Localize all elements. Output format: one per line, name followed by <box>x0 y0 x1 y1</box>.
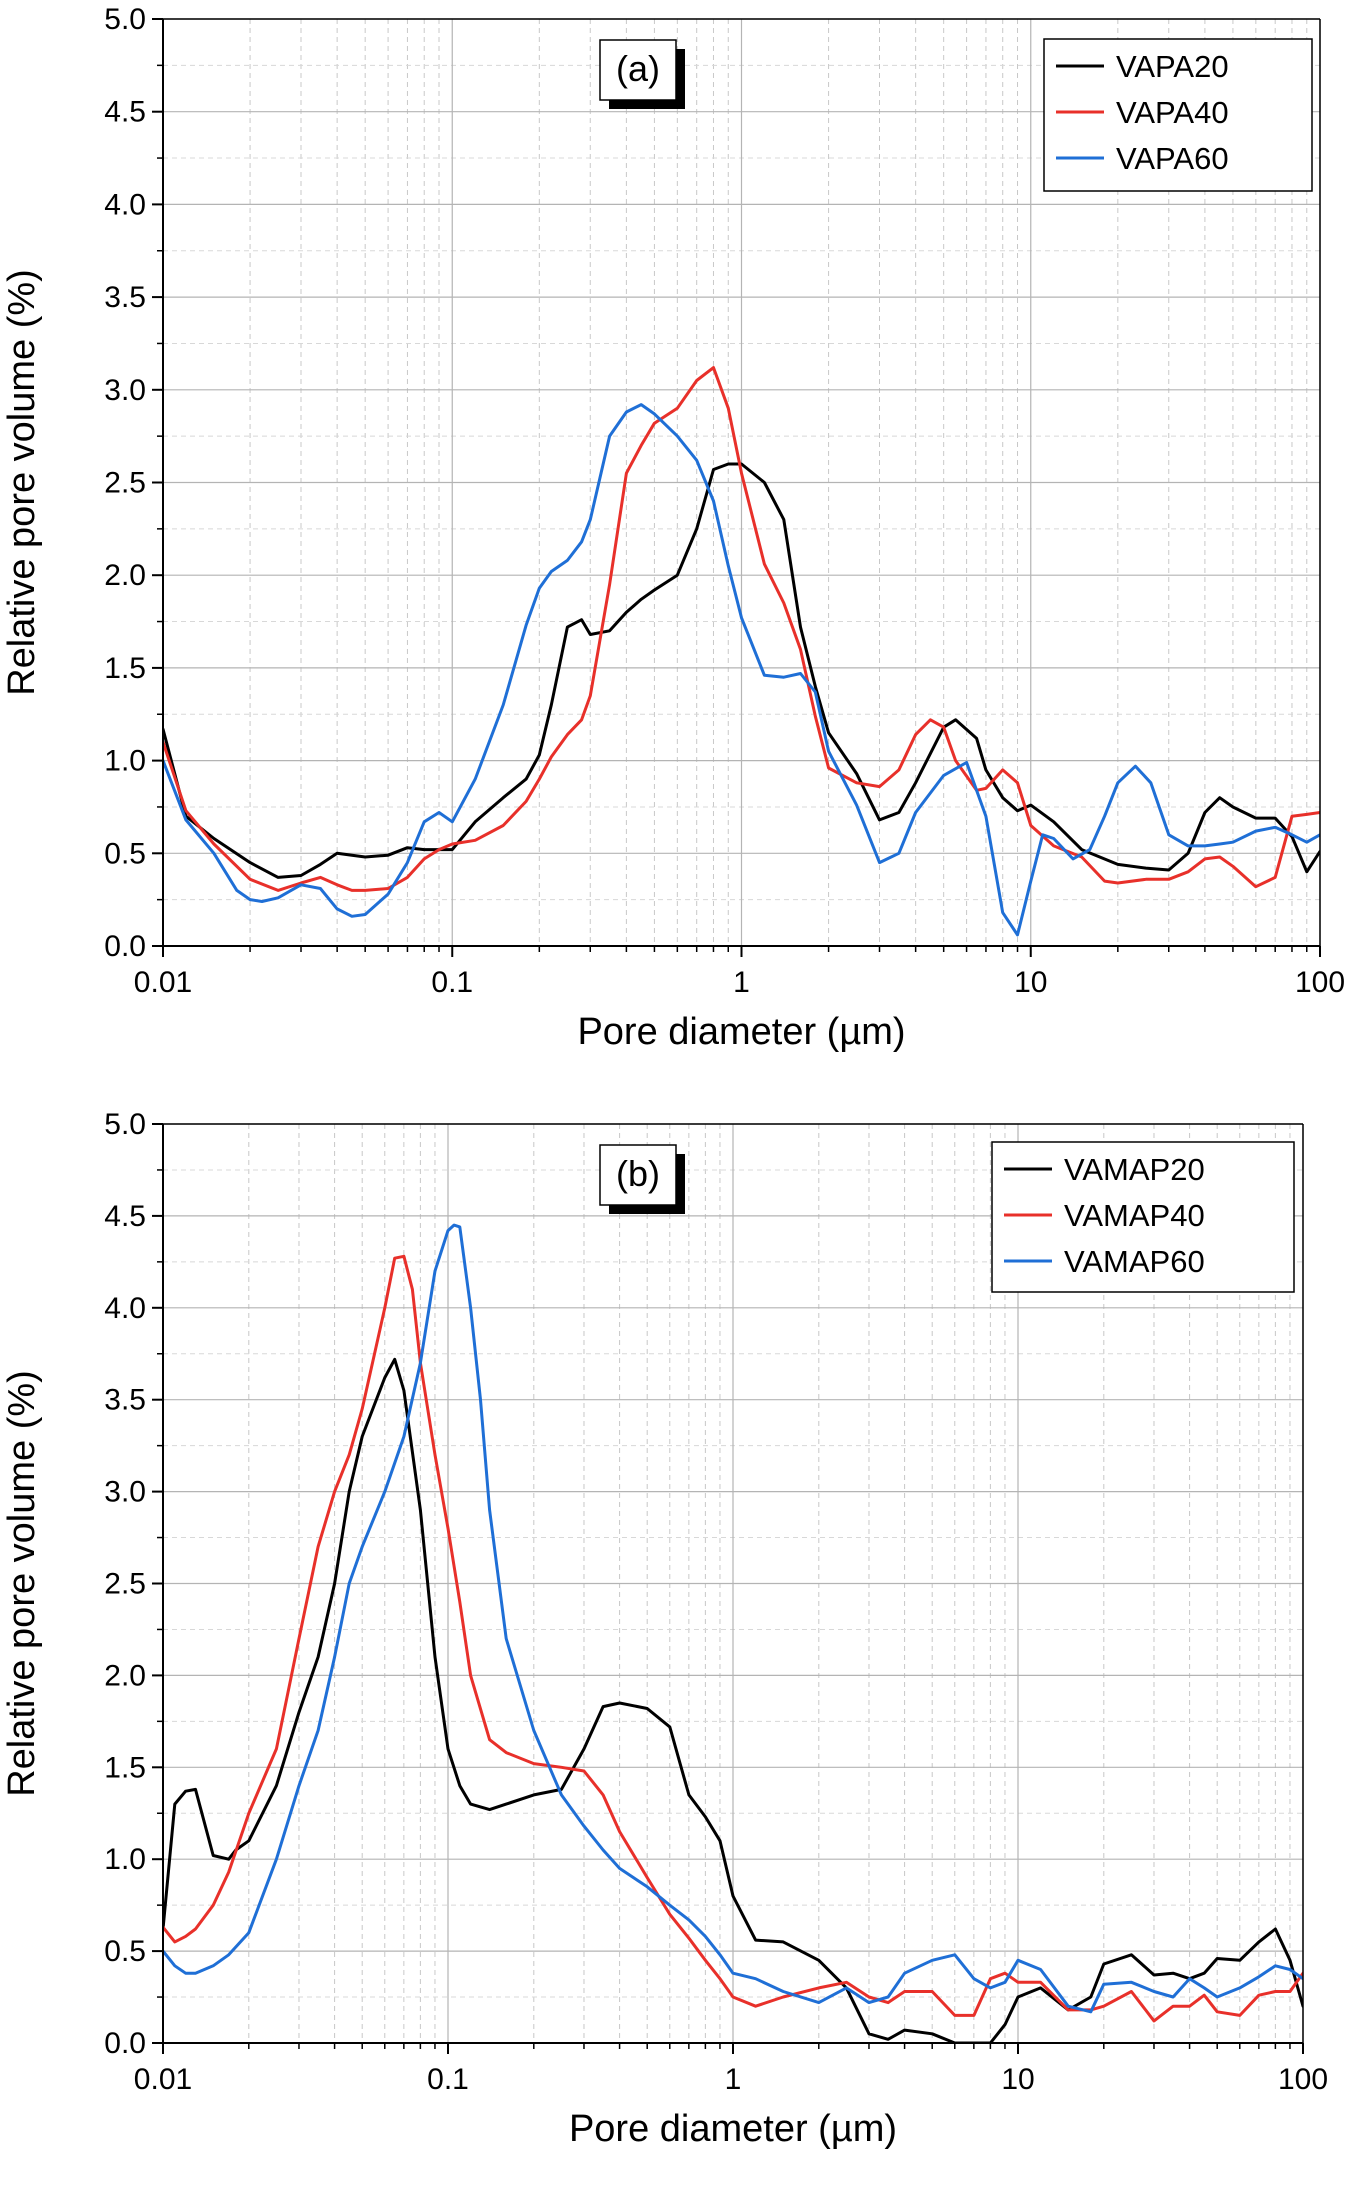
y-tick-label: 0.0 <box>104 2027 146 2060</box>
x-tick-label: 1 <box>725 2063 742 2096</box>
series-line-VAPA60 <box>163 403 1320 937</box>
y-tick-label: 4.0 <box>104 1292 146 1325</box>
x-tick-label: 0.1 <box>427 2063 469 2096</box>
legend-label: VAMAP20 <box>1064 1152 1205 1187</box>
y-tick-label: 3.5 <box>104 281 146 314</box>
y-tick-label: 0.5 <box>104 837 146 870</box>
x-tick-label: 100 <box>1295 966 1345 999</box>
legend-box <box>1043 38 1313 192</box>
y-tick-label: 1.0 <box>104 745 146 778</box>
y-tick-label: 5.0 <box>104 3 146 36</box>
y-tick-label: 1.5 <box>104 1751 146 1784</box>
legend-label: VAPA40 <box>1116 95 1229 130</box>
x-tick-label: 0.01 <box>134 966 192 999</box>
y-tick-label: 2.5 <box>104 467 146 500</box>
x-tick-label: 10 <box>1014 966 1047 999</box>
series-line-VAMAP20 <box>163 1357 1303 2043</box>
y-tick-label: 2.0 <box>104 559 146 592</box>
y-tick-label: 4.5 <box>104 96 146 129</box>
legend-label: VAPA60 <box>1116 141 1229 176</box>
y-tick-label: 3.5 <box>104 1384 146 1417</box>
y-tick-label: 2.5 <box>104 1568 146 1601</box>
y-tick-label: 4.5 <box>104 1200 146 1233</box>
y-tick-label: 3.0 <box>104 374 146 407</box>
series-line-VAMAP40 <box>163 1254 1303 2023</box>
x-tick-label: 1 <box>733 966 750 999</box>
panel-tag-box <box>599 1144 677 1206</box>
y-axis-title: Relative pore volume (%) <box>1 1370 43 1797</box>
y-tick-label: 1.5 <box>104 652 146 685</box>
series-line-VAPA20 <box>163 462 1320 879</box>
legend-label: VAMAP60 <box>1064 1244 1205 1279</box>
x-tick-label: 10 <box>1001 2063 1034 2096</box>
x-tick-label: 0.01 <box>134 2063 192 2096</box>
y-tick-label: 4.0 <box>104 188 146 221</box>
y-tick-label: 3.0 <box>104 1476 146 1509</box>
chart-panel-0: 0.01 0.1 1 10 100 0.0 0.5 1.0 1.5 2.0 2.5 3.0 3.5 4.0… <box>1 3 1345 1053</box>
y-tick-label: 1.0 <box>104 1843 146 1876</box>
y-tick-label: 2.0 <box>104 1659 146 1692</box>
y-tick-label: 0.5 <box>104 1935 146 1968</box>
panel-tag-label: (b) <box>616 1153 660 1194</box>
x-tick-label: 100 <box>1278 2063 1328 2096</box>
panel-tag-label: (a) <box>616 48 660 89</box>
panel-tag-box <box>599 39 677 101</box>
chart-panel-1: 0.01 0.1 1 10 100 0.0 0.5 1.0 1.5 2.0 2.5 3.0 3.5 4.0… <box>1 1108 1328 2150</box>
series-line-VAPA40 <box>163 366 1320 892</box>
y-tick-label: 0.0 <box>104 930 146 963</box>
x-axis-title: Pore diameter (µm) <box>577 1011 905 1053</box>
legend-label: VAPA20 <box>1116 49 1229 84</box>
y-tick-label: 5.0 <box>104 1108 146 1141</box>
series-line-VAMAP60 <box>163 1223 1303 2014</box>
x-axis-title: Pore diameter (µm) <box>569 2108 897 2150</box>
x-tick-label: 0.1 <box>431 966 473 999</box>
legend-label: VAMAP40 <box>1064 1198 1205 1233</box>
legend-box <box>991 1141 1295 1293</box>
y-axis-title: Relative pore volume (%) <box>1 269 43 696</box>
